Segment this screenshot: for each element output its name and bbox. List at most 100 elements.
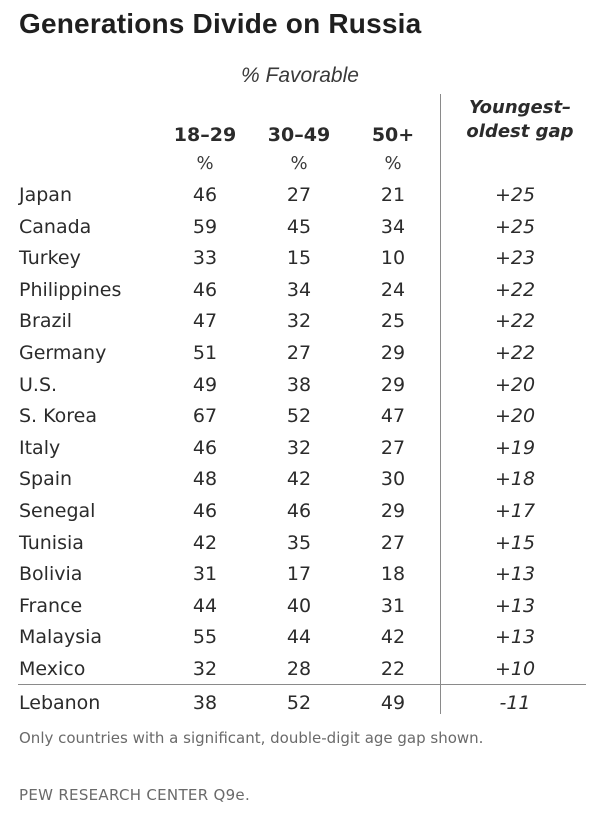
table-row: Italy 46 32 27 +19: [0, 433, 600, 464]
country-label: Germany: [19, 342, 107, 364]
country-label: Spain: [19, 468, 73, 491]
value-50-plus: 18: [380, 563, 406, 586]
country-label: Japan: [19, 184, 72, 206]
table-row: France 44 40 31 +13: [0, 591, 600, 622]
value-18-29: 46: [192, 184, 218, 206]
value-18-29: 46: [192, 436, 218, 459]
gap-value: +22: [494, 310, 536, 333]
value-18-29: 46: [192, 500, 218, 522]
lebanon-row-divider: [18, 684, 586, 685]
value-18-29: 33: [192, 247, 218, 270]
chart-title: Generations Divide on Russia: [19, 8, 422, 39]
gap-value: +19: [494, 436, 536, 459]
column-unit-50-plus: %: [384, 153, 402, 174]
value-18-29: 38: [192, 691, 218, 714]
value-18-29: 46: [192, 278, 218, 301]
column-header-30-49: 30–49: [267, 124, 331, 146]
country-label: France: [19, 594, 83, 617]
value-50-plus: 24: [380, 278, 406, 301]
gap-header-line-1: Youngest–: [468, 97, 572, 118]
value-50-plus: 10: [380, 247, 406, 270]
gap-column-header: Youngest– oldest gap: [445, 96, 595, 144]
column-unit-30-49: %: [290, 153, 308, 174]
value-30-49: 35: [286, 531, 312, 554]
gap-value: +25: [494, 184, 536, 206]
value-30-49: 27: [286, 342, 312, 364]
gap-value: +13: [494, 563, 536, 586]
gap-value: +25: [494, 215, 536, 238]
value-18-29: 59: [192, 215, 218, 238]
table-row: Lebanon 38 52 49 -11: [0, 688, 600, 719]
value-30-49: 44: [286, 626, 312, 649]
country-label: Italy: [19, 436, 61, 459]
value-50-plus: 49: [380, 691, 406, 714]
footnote: Only countries with a significant, doubl…: [19, 729, 484, 747]
table-row: Malaysia 55 44 42 +13: [0, 622, 600, 653]
gap-value: -11: [499, 691, 531, 714]
column-header-50-plus: 50+: [371, 124, 415, 146]
value-50-plus: 25: [380, 310, 406, 333]
country-label: Philippines: [19, 278, 122, 301]
table-row: Bolivia 31 17 18 +13: [0, 559, 600, 590]
source-credit: PEW RESEARCH CENTER Q9e.: [19, 786, 251, 804]
column-header-18-29: 18–29: [173, 124, 237, 146]
value-30-49: 38: [286, 373, 312, 396]
table-row: Brazil 47 32 25 +22: [0, 306, 600, 337]
country-label: S. Korea: [19, 405, 98, 428]
value-50-plus: 21: [380, 184, 406, 206]
value-18-29: 31: [192, 563, 218, 586]
value-18-29: 48: [192, 468, 218, 491]
value-30-49: 27: [286, 184, 312, 206]
country-label: Brazil: [19, 310, 73, 333]
country-label: Canada: [19, 215, 92, 238]
table-row: Senegal 46 46 29 +17: [0, 496, 600, 527]
value-30-49: 15: [286, 247, 312, 270]
table-row: Philippines 46 34 24 +22: [0, 275, 600, 306]
gap-value: +23: [494, 247, 536, 270]
value-18-29: 47: [192, 310, 218, 333]
value-30-49: 34: [286, 278, 312, 301]
country-label: Turkey: [19, 247, 81, 270]
gap-value: +13: [494, 594, 536, 617]
table-row: Tunisia 42 35 27 +15: [0, 528, 600, 559]
country-label: Senegal: [19, 500, 96, 522]
gap-value: +17: [494, 500, 536, 522]
column-unit-18-29: %: [196, 153, 214, 174]
country-label: Tunisia: [19, 531, 84, 554]
country-label: Malaysia: [19, 626, 103, 649]
table-row: S. Korea 67 52 47 +20: [0, 401, 600, 432]
value-50-plus: 29: [380, 500, 406, 522]
value-30-49: 28: [286, 658, 312, 680]
value-50-plus: 22: [380, 658, 406, 680]
chart-subtitle: % Favorable: [241, 64, 359, 87]
gap-value: +15: [494, 531, 536, 554]
table-row: Mexico 32 28 22 +10: [0, 654, 600, 685]
gap-column-divider: [440, 94, 441, 714]
table-row: Turkey 33 15 10 +23: [0, 243, 600, 274]
value-18-29: 42: [192, 531, 218, 554]
gap-value: +13: [494, 626, 536, 649]
table-row: U.S. 49 38 29 +20: [0, 370, 600, 401]
value-50-plus: 42: [380, 626, 406, 649]
country-label: Lebanon: [19, 691, 101, 714]
gap-header-line-2: oldest gap: [466, 121, 574, 142]
table-row: Germany 51 27 29 +22: [0, 338, 600, 369]
gap-value: +22: [494, 342, 536, 364]
value-50-plus: 47: [380, 405, 406, 428]
value-30-49: 42: [286, 468, 312, 491]
gap-value: +20: [494, 373, 536, 396]
value-30-49: 32: [286, 436, 312, 459]
value-30-49: 17: [286, 563, 312, 586]
value-30-49: 32: [286, 310, 312, 333]
value-30-49: 45: [286, 215, 312, 238]
value-30-49: 40: [286, 594, 312, 617]
value-50-plus: 27: [380, 436, 406, 459]
gap-value: +10: [494, 658, 536, 680]
value-50-plus: 29: [380, 342, 406, 364]
gap-value: +20: [494, 405, 536, 428]
value-50-plus: 34: [380, 215, 406, 238]
country-label: Mexico: [19, 658, 86, 680]
gap-value: +22: [494, 278, 536, 301]
table-row: Japan 46 27 21 +25: [0, 180, 600, 211]
value-30-49: 52: [286, 405, 312, 428]
